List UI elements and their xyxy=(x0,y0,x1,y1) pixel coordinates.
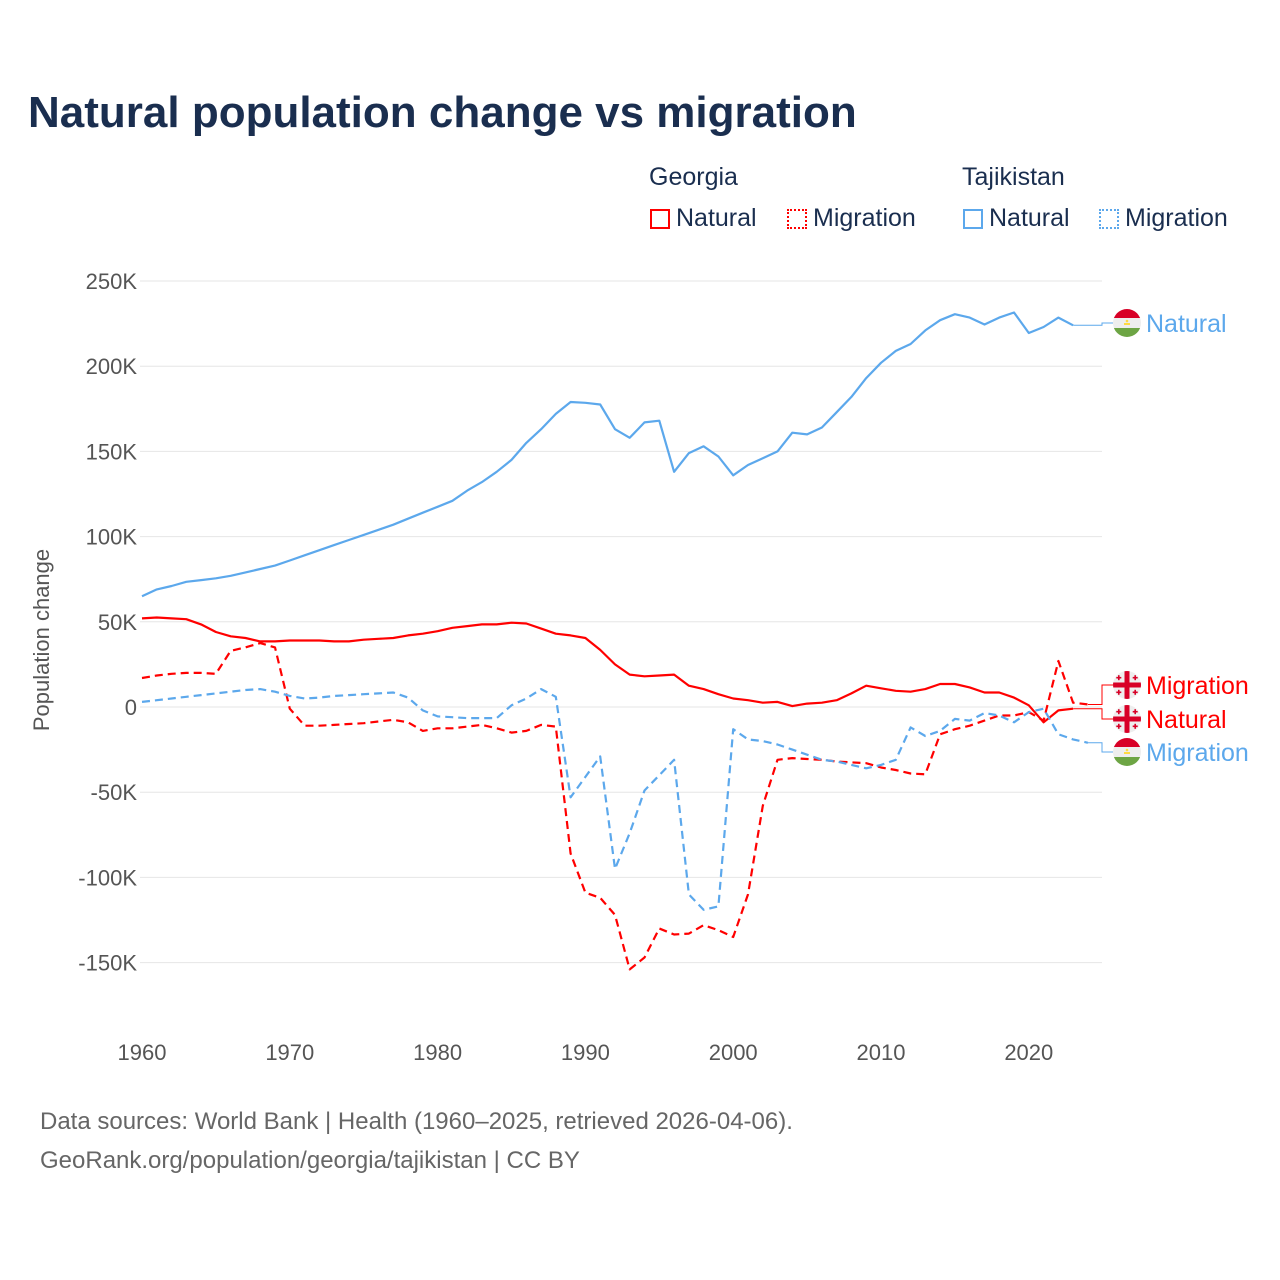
end-label-connector xyxy=(1087,684,1113,705)
footer-url: GeoRank.org/population/georgia/tajikista… xyxy=(40,1147,580,1174)
legend-swatch-solid-icon xyxy=(963,208,983,229)
legend-swatch-dotted-icon xyxy=(1099,208,1119,229)
x-tick-label: 1990 xyxy=(561,1040,610,1065)
chart-title: Natural population change vs migration xyxy=(28,88,857,137)
y-tick-label: 250K xyxy=(86,269,138,294)
x-tick-label: 1980 xyxy=(413,1040,462,1065)
legend-georgia-natural[interactable]: Natural xyxy=(650,204,757,233)
y-tick-label: -100K xyxy=(78,865,137,890)
y-tick-label: 200K xyxy=(86,354,138,379)
legend-swatch-dotted-icon xyxy=(787,208,807,229)
end-label-georgia-natural: Natural xyxy=(1146,706,1227,734)
georgia-flag-icon xyxy=(1113,705,1141,733)
legend-label: Migration xyxy=(1125,204,1228,232)
legend-swatch-solid-icon xyxy=(650,208,670,229)
end-label-tajikistan-migration: Migration xyxy=(1146,739,1249,767)
series-line-georgia-migration xyxy=(141,642,1089,971)
y-tick-label: -50K xyxy=(91,780,138,805)
y-tick-label: 100K xyxy=(86,525,138,550)
series-line-tajikistan-migration xyxy=(141,688,1089,911)
legend-group-tajikistan: Tajikistan xyxy=(962,163,1065,191)
y-tick-label: 0 xyxy=(125,695,137,720)
y-tick-label: 50K xyxy=(98,610,137,635)
series-line-georgia-natural xyxy=(141,616,1074,724)
footer-sources: Data sources: World Bank | Health (1960–… xyxy=(40,1108,793,1135)
x-tick-label: 1960 xyxy=(118,1040,167,1065)
x-tick-label: 2010 xyxy=(857,1040,906,1065)
end-label-connector xyxy=(1073,708,1113,720)
georgia-flag-icon xyxy=(1113,671,1141,699)
x-tick-label: 2020 xyxy=(1004,1040,1053,1065)
end-label-georgia-migration: Migration xyxy=(1146,672,1249,700)
y-tick-label: -150K xyxy=(78,951,137,976)
legend-tajikistan-migration[interactable]: Migration xyxy=(1099,204,1228,233)
tajikistan-flag-icon xyxy=(1113,309,1141,337)
legend-label: Natural xyxy=(676,204,757,232)
x-tick-label: 1970 xyxy=(265,1040,314,1065)
y-tick-label: 150K xyxy=(86,439,138,464)
legend-georgia-migration[interactable]: Migration xyxy=(787,204,916,233)
legend-group-georgia: Georgia xyxy=(649,163,738,191)
legend-label: Migration xyxy=(813,204,916,232)
legend-label: Natural xyxy=(989,204,1070,232)
legend-tajikistan-natural[interactable]: Natural xyxy=(963,204,1070,233)
end-label-tajikistan-natural: Natural xyxy=(1146,310,1227,338)
series-line-tajikistan-natural xyxy=(141,311,1074,598)
end-label-connector xyxy=(1073,322,1113,326)
x-tick-label: 2000 xyxy=(709,1040,758,1065)
tajikistan-flag-icon xyxy=(1113,738,1141,766)
end-label-connector xyxy=(1087,742,1113,753)
